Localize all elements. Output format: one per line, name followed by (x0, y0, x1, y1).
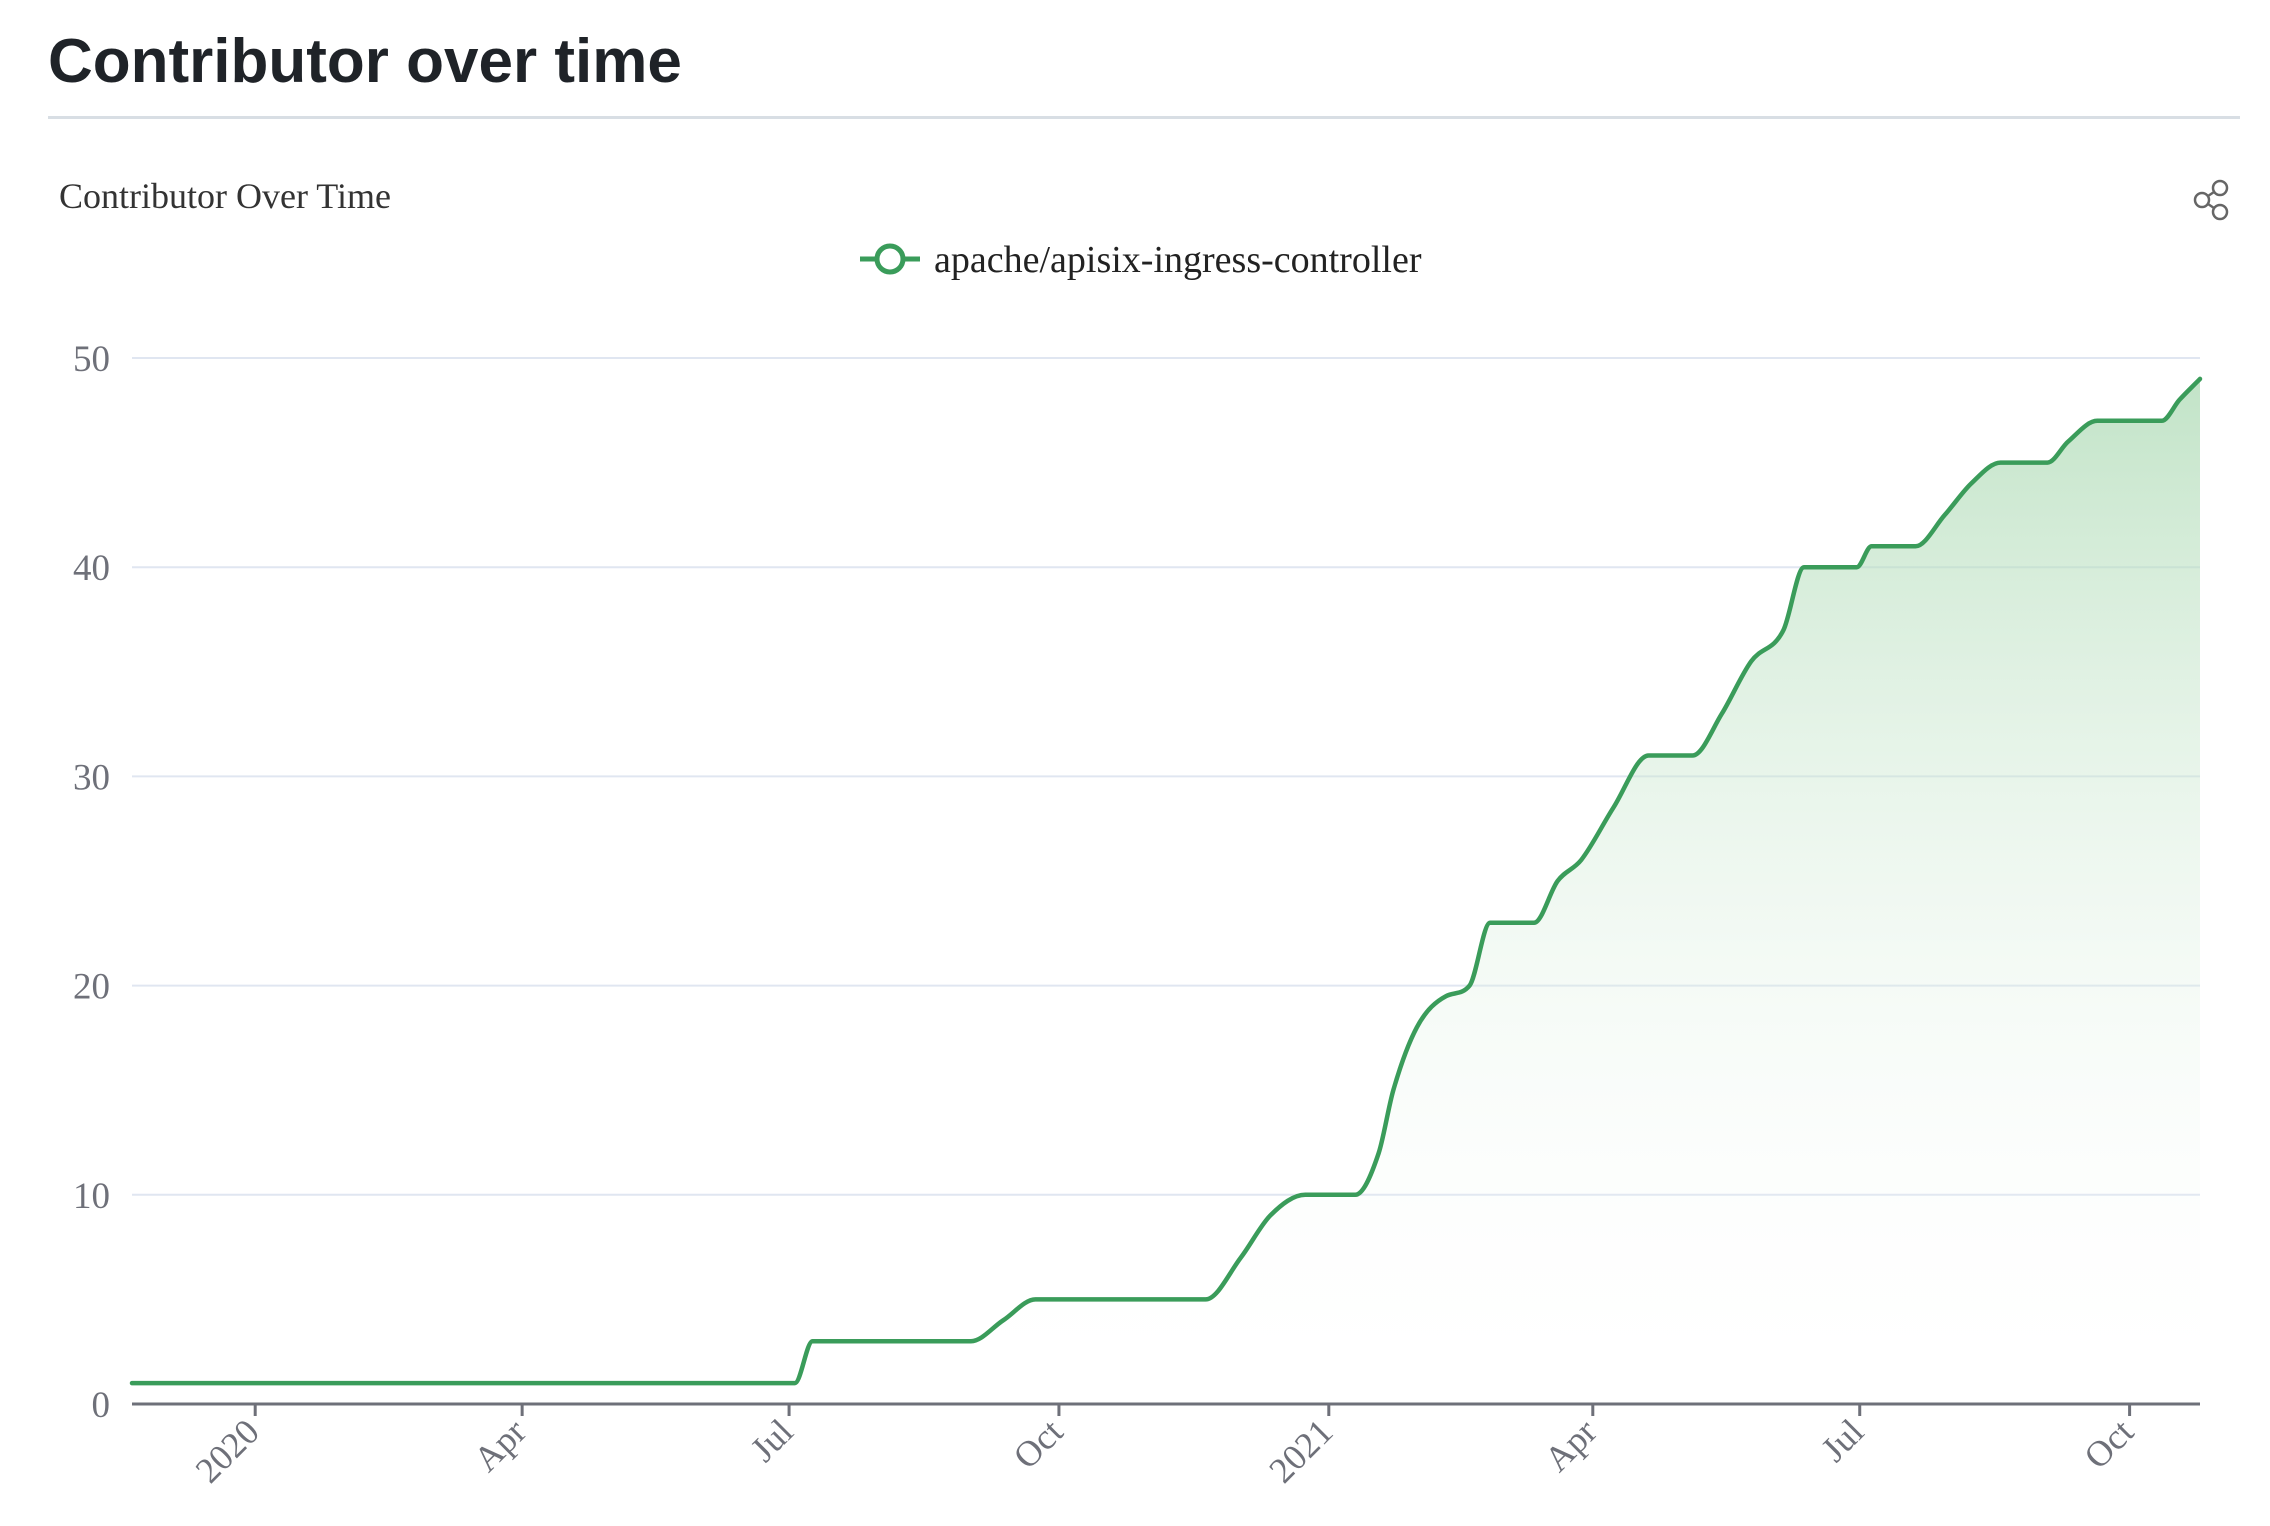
page-title: Contributor over time (48, 27, 682, 96)
series-line (129, 376, 2203, 1386)
legend-circle-marker (874, 243, 906, 275)
chart-title: Contributor Over Time (59, 176, 391, 216)
y-tick-label: 10 (73, 1176, 110, 1217)
legend-label: apache/apisix-ingress-controller (934, 239, 1422, 281)
y-tick-label: 0 (92, 1385, 111, 1426)
y-tick-label: 40 (73, 548, 110, 589)
x-tick-label: Oct (1006, 1411, 1071, 1476)
y-tick-label: 30 (73, 757, 110, 798)
legend[interactable]: apache/apisix-ingress-controller (860, 239, 1422, 281)
x-tick-label: Apr (466, 1411, 534, 1479)
x-tick-label: Jul (743, 1411, 801, 1469)
x-tick-label: Oct (2076, 1411, 2141, 1476)
x-axis-ticks: 2020 Apr Jul Oct 2021 Apr Jul Oct (188, 1404, 2141, 1491)
x-tick-label: 2020 (188, 1411, 267, 1490)
x-tick-label: 2021 (1261, 1411, 1340, 1490)
y-tick-label: 20 (73, 967, 110, 1008)
x-tick-label: Apr (1537, 1411, 1605, 1479)
x-tick-label: Jul (1813, 1411, 1871, 1469)
share-icon[interactable] (2190, 176, 2232, 224)
y-tick-label: 50 (73, 339, 110, 380)
title-divider (48, 116, 2240, 119)
y-axis-ticks: 0 10 20 30 40 50 (73, 339, 110, 1426)
series-area (132, 378, 2200, 1404)
